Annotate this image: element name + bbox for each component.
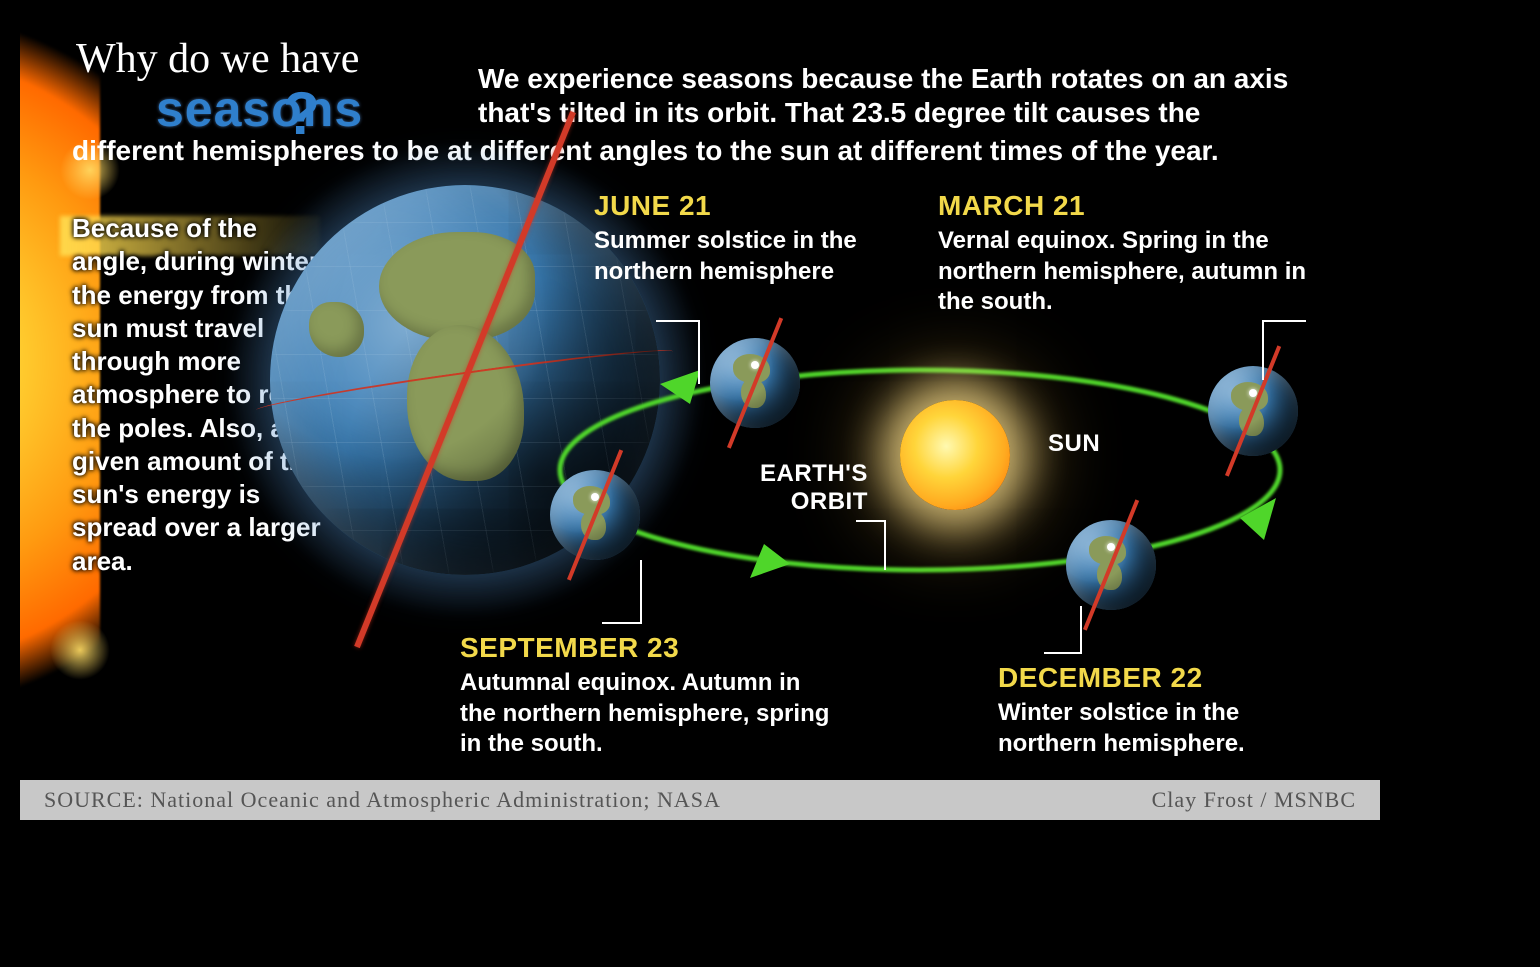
event-date: JUNE 21 (594, 188, 874, 224)
sun-label: SUN (1048, 430, 1100, 458)
intro-text-part1: We experience seasons because the Earth … (478, 62, 1348, 130)
event-date: SEPTEMBER 23 (460, 630, 840, 666)
leader-line (1080, 606, 1082, 654)
title-highlight: seasons (156, 84, 363, 135)
infographic-content: Why do we have seasons? We experience se… (20, 20, 1380, 780)
title-block: Why do we have seasons? (76, 38, 359, 142)
event-desc: Summer solstice in the northern hemisphe… (594, 226, 874, 287)
footer-credit: Clay Frost / MSNBC (1152, 787, 1356, 813)
leader-line (1262, 320, 1306, 322)
event-december: DECEMBER 22 Winter solstice in the north… (998, 660, 1338, 759)
intro-text-part2: different hemispheres to be at different… (72, 134, 1352, 168)
event-date: MARCH 21 (938, 188, 1328, 224)
leader-line (698, 320, 700, 384)
infographic-frame: Why do we have seasons? We experience se… (20, 20, 1380, 820)
event-desc: Winter solstice in the northern hemisphe… (998, 698, 1338, 759)
sun-center-icon (900, 400, 1010, 510)
leader-line (1044, 652, 1082, 654)
leader-line (856, 520, 886, 522)
event-date: DECEMBER 22 (998, 660, 1338, 696)
mini-earth-june-icon (710, 338, 800, 428)
footer-source: SOURCE: National Oceanic and Atmospheric… (44, 787, 721, 813)
orbit-label-l1: EARTH'S (760, 460, 868, 488)
event-desc: Vernal equinox. Spring in the northern h… (938, 226, 1328, 318)
mini-earth-march-icon (1208, 366, 1298, 456)
event-desc: Autumnal equinox. Autumn in the northern… (460, 668, 840, 760)
leader-line (1262, 320, 1264, 380)
leader-line (640, 560, 642, 624)
mini-earth-september-icon (550, 470, 640, 560)
event-june: JUNE 21 Summer solstice in the northern … (594, 188, 874, 287)
title-line1: Why do we have (76, 38, 359, 81)
event-march: MARCH 21 Vernal equinox. Spring in the n… (938, 188, 1328, 318)
footer-bar: SOURCE: National Oceanic and Atmospheric… (20, 780, 1380, 820)
mini-earth-december-icon (1066, 520, 1156, 610)
leader-line (602, 622, 642, 624)
event-september: SEPTEMBER 23 Autumnal equinox. Autumn in… (460, 630, 840, 760)
leader-line (884, 520, 886, 570)
orbit-label: EARTH'S ORBIT (760, 460, 868, 516)
orbit-label-l2: ORBIT (760, 488, 868, 516)
leader-line (656, 320, 700, 322)
